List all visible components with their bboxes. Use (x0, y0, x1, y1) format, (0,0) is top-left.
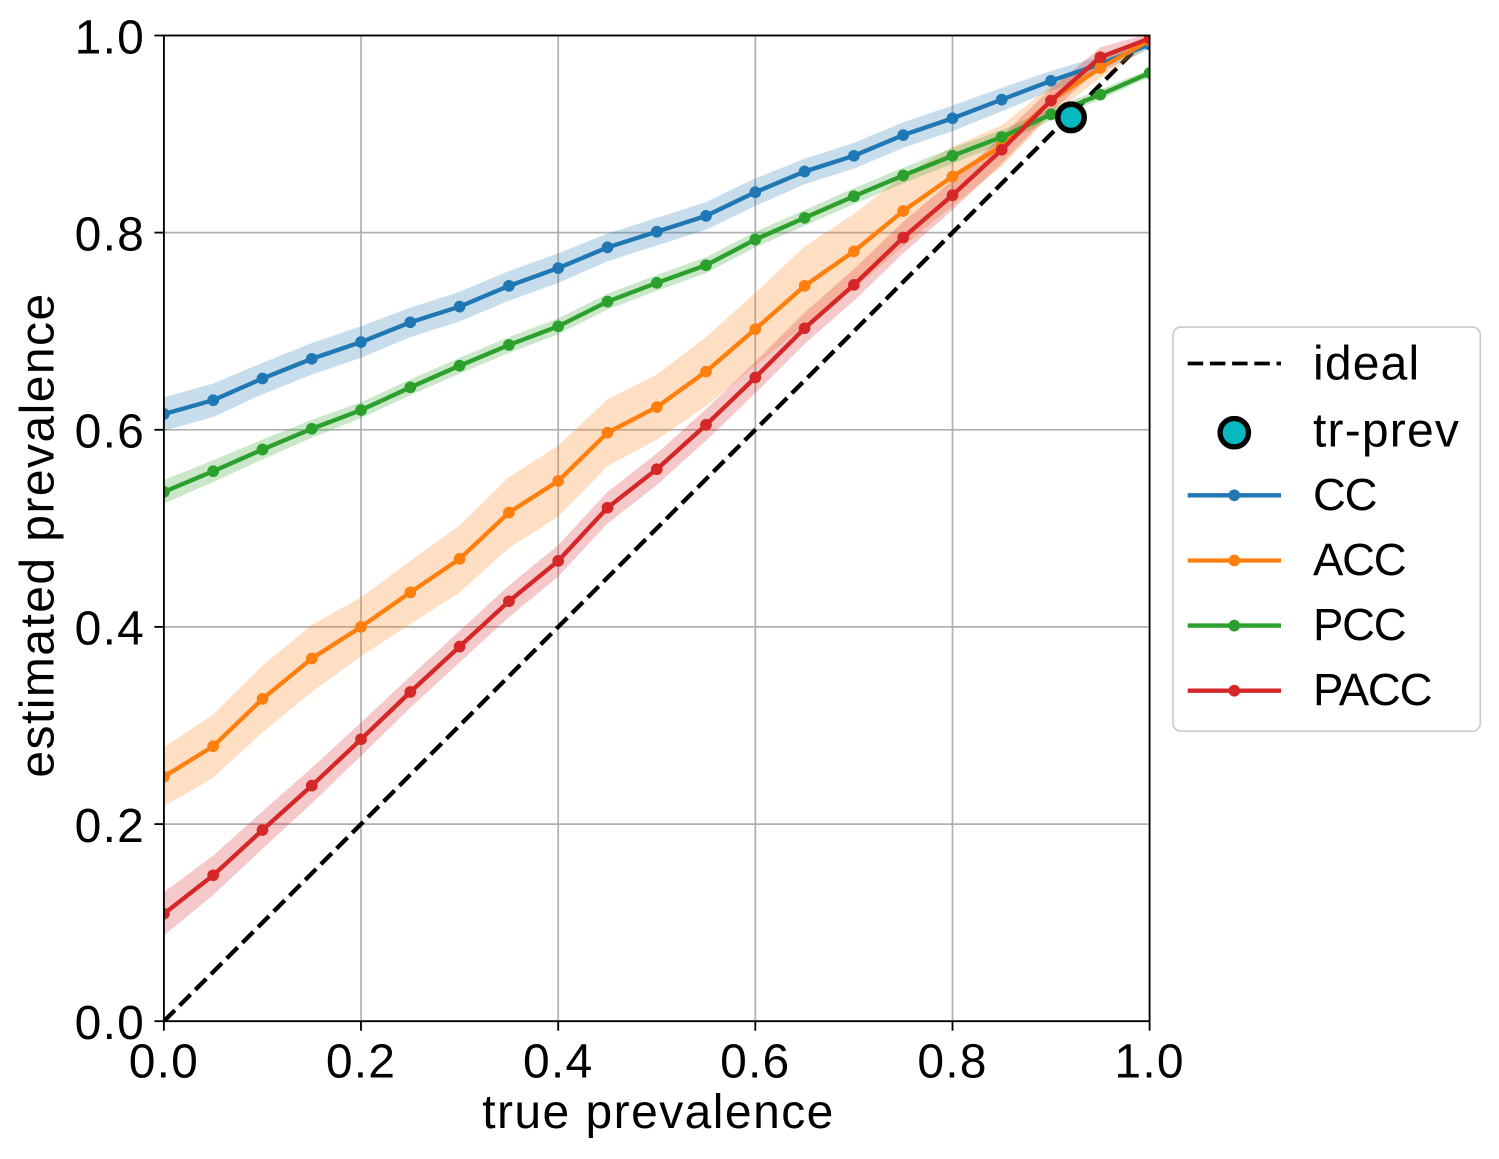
svg-text:0.8: 0.8 (75, 208, 145, 261)
svg-text:ideal: ideal (1313, 337, 1420, 390)
svg-text:0.4: 0.4 (75, 603, 145, 656)
svg-text:0.0: 0.0 (75, 997, 145, 1050)
svg-text:0.2: 0.2 (326, 1036, 396, 1089)
svg-text:tr-prev: tr-prev (1313, 404, 1460, 457)
svg-text:0.6: 0.6 (75, 406, 145, 459)
svg-text:0.8: 0.8 (917, 1036, 987, 1089)
svg-text:0.0: 0.0 (129, 1036, 199, 1089)
svg-text:ACC: ACC (1313, 534, 1406, 585)
svg-text:0.4: 0.4 (523, 1036, 593, 1089)
svg-text:0.2: 0.2 (75, 800, 145, 853)
svg-text:PCC: PCC (1313, 599, 1406, 650)
svg-text:1.0: 1.0 (1114, 1036, 1184, 1089)
svg-text:true prevalence: true prevalence (482, 1086, 835, 1139)
svg-text:estimated prevalence: estimated prevalence (12, 292, 65, 777)
svg-text:PACC: PACC (1313, 664, 1432, 715)
svg-text:1.0: 1.0 (75, 11, 145, 64)
svg-text:CC: CC (1313, 469, 1377, 520)
svg-text:0.6: 0.6 (720, 1036, 790, 1089)
